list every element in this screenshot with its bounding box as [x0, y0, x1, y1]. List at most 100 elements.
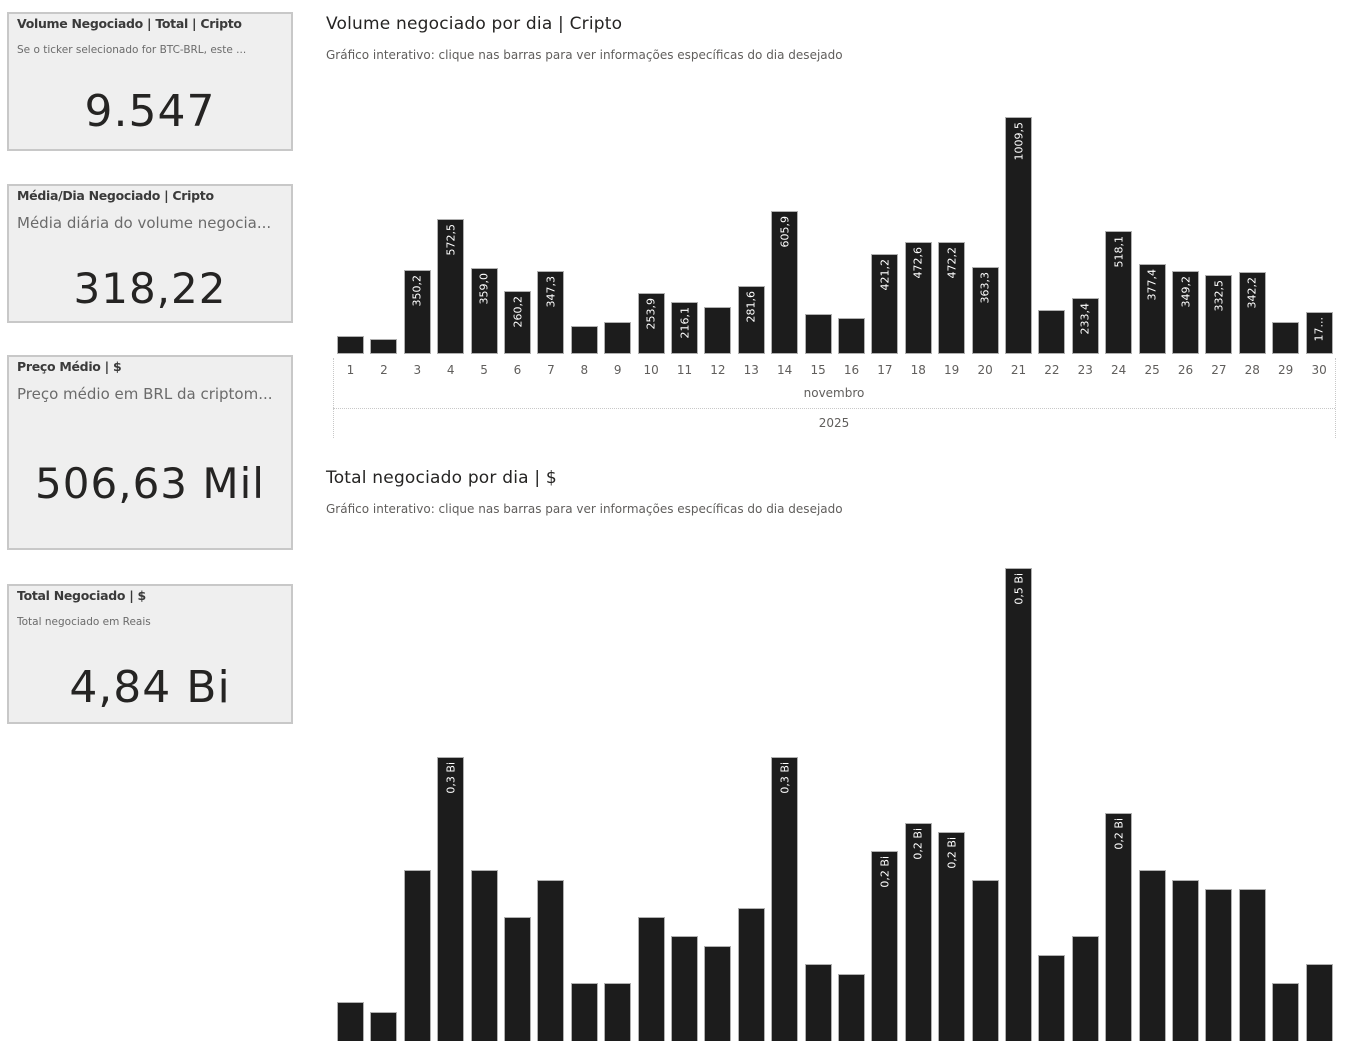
bar-day-20[interactable]: 363,3: [972, 268, 998, 353]
bar-value-label: 572,5: [444, 223, 458, 256]
bar-value-label: 472,6: [911, 246, 925, 279]
x-tick-label: 21: [1010, 363, 1027, 377]
bar-day-19[interactable]: 0,2 Bi: [939, 833, 965, 1041]
x-tick-label: 13: [743, 363, 759, 377]
bar-value-label: 0,5 Bi: [1012, 573, 1025, 605]
total-bar-chart[interactable]: 0,3 Bi 0,3 Bi 0,2 Bi 0,2 Bi 0,2 Bi 0,5 Bi 0,2 …: [335, 569, 1335, 1041]
bar-day-5[interactable]: 359,0: [471, 269, 497, 353]
kpi-card-preco-medio[interactable]: Preço Médio | $ Preço médio em BRL da cr…: [7, 355, 293, 550]
bar-day-2[interactable]: [371, 1012, 397, 1041]
bar-day-4[interactable]: 572,5: [438, 219, 464, 353]
axis-separator: [333, 408, 1335, 409]
bar-day-10[interactable]: 253,9: [638, 293, 664, 353]
bar-day-11[interactable]: 216,1: [672, 302, 697, 353]
bar-day-24[interactable]: 0,2 Bi: [1106, 814, 1132, 1041]
x-tick-label: 7: [547, 363, 555, 377]
x-tick-label: 9: [613, 363, 622, 377]
bar-day-29[interactable]: [1273, 322, 1299, 353]
bar-day-6[interactable]: 260,2: [505, 292, 530, 353]
bar-day-10[interactable]: [638, 918, 664, 1041]
bar-day-14[interactable]: 0,3 Bi: [772, 757, 798, 1041]
bar-day-6[interactable]: [505, 918, 530, 1041]
bar-day-12[interactable]: [705, 946, 731, 1041]
bar-day-14[interactable]: 605,9: [772, 211, 798, 353]
kpi-card-media-dia[interactable]: Média/Dia Negociado | Cripto Média diári…: [7, 184, 293, 323]
x-tick-label: 24: [1111, 363, 1127, 377]
x-tick-label: 26: [1177, 363, 1194, 377]
bar-day-17[interactable]: 0,2 Bi: [872, 852, 898, 1041]
bar-value-label: 350,2: [410, 275, 424, 307]
bar-day-2[interactable]: [371, 339, 397, 353]
bar-day-16[interactable]: [839, 974, 864, 1041]
bar-day-1[interactable]: [338, 1003, 363, 1041]
bar-day-8[interactable]: [571, 327, 597, 353]
bar-value-label: 421,2: [878, 258, 892, 291]
bar-day-8[interactable]: [571, 984, 597, 1041]
x-tick-label: 28: [1244, 363, 1260, 377]
kpi-card-total-negociado[interactable]: Total Negociado | $ Total negociado em R…: [7, 584, 293, 724]
bar-day-28[interactable]: 342,2: [1239, 273, 1265, 353]
bar-day-27[interactable]: 332,5: [1206, 275, 1232, 353]
chart-subtitle-total: Gráfico interativo: clique nas barras pa…: [326, 502, 843, 516]
bar-day-13[interactable]: 281,6: [738, 287, 764, 353]
chart-subtitle-volume: Gráfico interativo: clique nas barras pa…: [326, 48, 843, 62]
bar-day-28[interactable]: [1239, 889, 1265, 1041]
x-tick-label: 10: [643, 363, 659, 377]
bar-day-1[interactable]: [338, 336, 363, 353]
x-tick-label: 19: [944, 363, 960, 377]
bar-day-7[interactable]: [538, 880, 564, 1041]
bar-day-18[interactable]: 0,2 Bi: [905, 823, 931, 1041]
bar-day-12[interactable]: [705, 307, 731, 353]
bar-value-label: 0,2 Bi: [1112, 818, 1126, 851]
bar-day-24[interactable]: 518,1: [1106, 232, 1132, 353]
bar-value-label: 332,5: [1212, 279, 1226, 312]
bar-day-15[interactable]: [805, 315, 831, 353]
bar-day-19[interactable]: 472,2: [939, 243, 965, 353]
bar-value-label: 0,2 Bi: [945, 837, 959, 869]
bar-day-21[interactable]: 1009,5: [1006, 118, 1031, 353]
bar-day-13[interactable]: [738, 908, 764, 1041]
x-tick-label: 20: [977, 363, 993, 377]
bar-day-26[interactable]: 349,2: [1173, 271, 1198, 353]
bar-value-label: 0,2 Bi: [911, 827, 925, 860]
volume-bar-chart[interactable]: 350,2 572,5 359,0 260,2 347,3 253,9 216,1 281,6…: [335, 118, 1335, 353]
bar-day-22[interactable]: [1039, 956, 1065, 1041]
bar-day-27[interactable]: [1206, 889, 1232, 1041]
bar-day-17[interactable]: 421,2: [872, 254, 898, 353]
bar-day-25[interactable]: [1139, 871, 1165, 1041]
bar-day-29[interactable]: [1273, 984, 1299, 1041]
bar-day-9[interactable]: [605, 984, 631, 1041]
x-tick-label: 11: [676, 363, 693, 377]
bar-value-label: 359,0: [477, 273, 491, 305]
kpi-card-volume-total[interactable]: Volume Negociado | Total | Cripto Se o t…: [7, 12, 293, 151]
bar-value-label: 281,6: [744, 291, 758, 323]
x-tick-label: 16: [843, 363, 860, 377]
card-value: 4,84 Bi: [69, 662, 231, 713]
bar-day-5[interactable]: [471, 871, 497, 1041]
card-value: 318,22: [73, 264, 227, 313]
bar-day-4[interactable]: 0,3 Bi: [438, 757, 464, 1041]
card-title: Total Negociado | $: [17, 588, 146, 603]
bar-day-21[interactable]: 0,5 Bi: [1006, 569, 1031, 1041]
bar-day-3[interactable]: 350,2: [404, 271, 430, 353]
bar-day-30[interactable]: [1306, 965, 1332, 1041]
bar-day-25[interactable]: 377,4: [1139, 265, 1165, 353]
x-tick-label: 30: [1311, 363, 1327, 377]
bar-day-20[interactable]: [972, 880, 998, 1041]
bar-value-label: 253,9: [644, 297, 658, 330]
bar-day-23[interactable]: [1072, 937, 1098, 1041]
x-tick-label: 1: [346, 363, 355, 377]
bar-day-9[interactable]: [605, 323, 631, 353]
bar-day-11[interactable]: [672, 937, 697, 1041]
bar-day-16[interactable]: [839, 319, 864, 353]
x-tick-label: 3: [413, 363, 422, 377]
bar-day-18[interactable]: 472,6: [905, 242, 931, 353]
bar-day-7[interactable]: 347,3: [538, 272, 564, 353]
bar-day-15[interactable]: [805, 965, 831, 1041]
bar-day-22[interactable]: [1039, 311, 1065, 353]
card-value: 9.547: [84, 86, 216, 137]
bar-day-30[interactable]: 17...: [1306, 313, 1332, 353]
bar-day-26[interactable]: [1173, 880, 1198, 1041]
bar-day-3[interactable]: [404, 871, 430, 1041]
bar-day-23[interactable]: 233,4: [1072, 298, 1098, 353]
